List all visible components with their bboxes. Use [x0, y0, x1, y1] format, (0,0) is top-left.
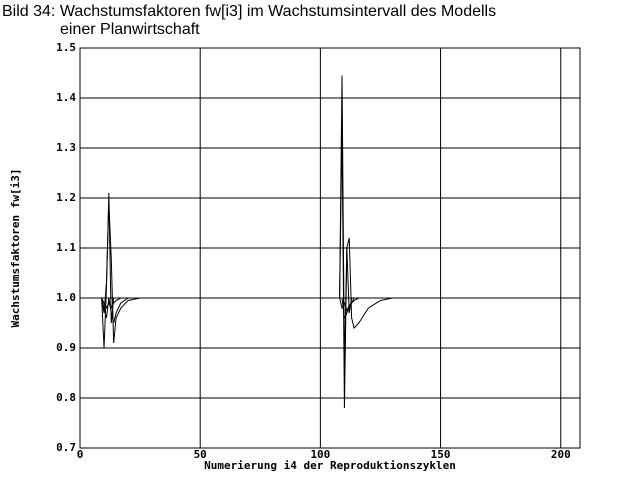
y-tick-label: 1.3	[56, 141, 76, 154]
y-axis-label: Wachstumsfaktoren fw[i3]	[9, 169, 22, 328]
y-tick-label: 0.7	[56, 441, 76, 454]
x-tick-label: 100	[310, 448, 330, 461]
y-tick-label: 0.9	[56, 341, 76, 354]
chart-title: Bild 34: Wachstumsfaktoren fw[i3] im Wac…	[2, 3, 496, 20]
x-tick-label: 0	[77, 448, 84, 461]
x-axis-label: Numerierung i4 der Reproduktionszyklen	[204, 459, 456, 472]
line	[101, 297, 369, 312]
y-tick-label: 1.0	[56, 291, 76, 304]
y-tick-label: 1.4	[56, 91, 76, 104]
x-tick-label: 150	[431, 448, 451, 461]
x-tick-label: 200	[551, 448, 571, 461]
y-tick-label: 1.5	[56, 41, 76, 54]
line	[101, 297, 369, 324]
chart-subtitle: einer Planwirtschaft	[60, 21, 200, 38]
y-tick-label: 1.2	[56, 191, 76, 204]
line	[101, 127, 393, 409]
y-tick-label: 1.1	[56, 241, 76, 254]
x-tick-label: 50	[194, 448, 207, 461]
y-tick-label: 0.8	[56, 391, 76, 404]
line	[101, 75, 393, 369]
